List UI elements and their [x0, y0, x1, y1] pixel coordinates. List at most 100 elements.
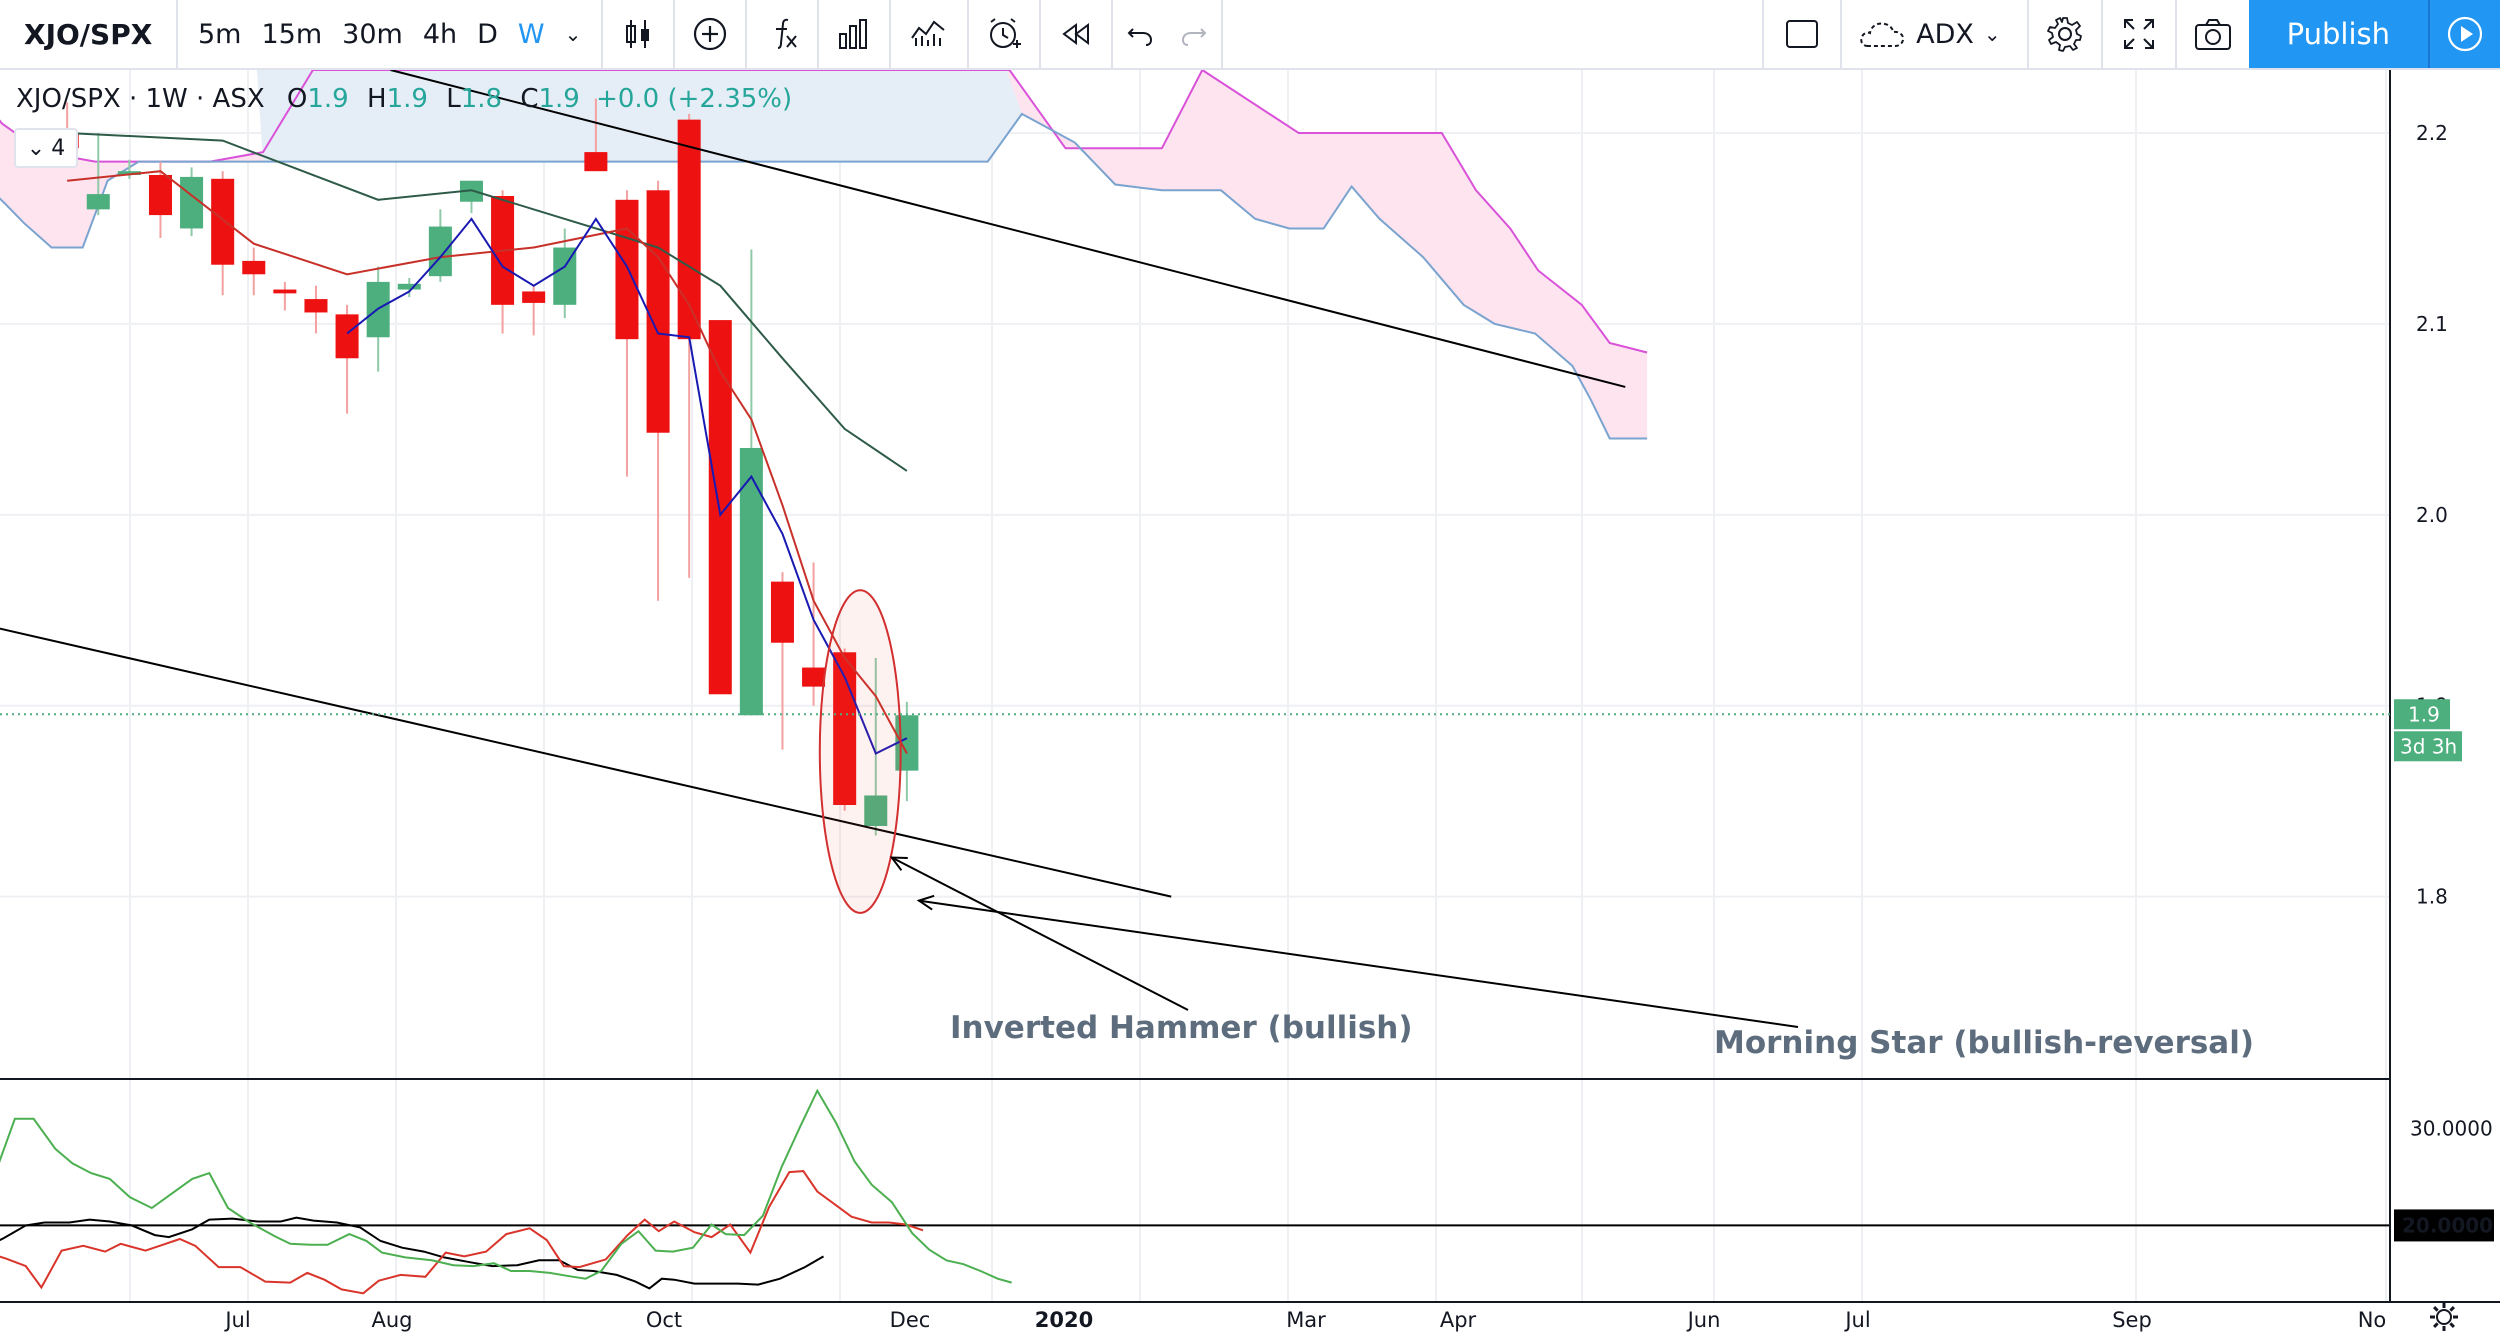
candle-down	[522, 291, 546, 303]
morning-star-annotation: Morning Star (bullish-reversal)	[1714, 1025, 2254, 1061]
chevron-down-icon: ⌄	[26, 135, 46, 161]
indicator-count: 4	[51, 135, 66, 161]
legend-high-label: H	[367, 84, 387, 114]
interval-chevron-down-icon[interactable]: ⌄	[564, 22, 582, 46]
price-axis[interactable]: 1.8 1.9 2.0 2.1 2.2 1.9 3d 3h 30.0000 20.0000	[0, 70, 2494, 1302]
rectangle-icon[interactable]	[1762, 0, 1843, 68]
inverted-hammer-annotation: Inverted Hammer (bullish)	[950, 1010, 1413, 1046]
publish-button[interactable]: Publish	[2248, 0, 2428, 68]
time-tick-label: Sep	[2112, 1308, 2152, 1332]
candle-down	[677, 119, 701, 340]
adx-series-line-2	[0, 1088, 1012, 1284]
time-tick-label: Mar	[1286, 1308, 1326, 1332]
ema-slow-line	[67, 132, 908, 472]
alarm-icon[interactable]	[969, 0, 1042, 68]
legend-low: 1.8	[460, 84, 503, 114]
time-tick-label: 2020	[1035, 1308, 1093, 1332]
settings-icon[interactable]	[2029, 0, 2103, 68]
morning-star-arrow[interactable]	[918, 899, 1799, 1028]
cloud-icon	[1860, 22, 1905, 47]
right-tools: ADX ⌄ Publish	[1762, 0, 2500, 68]
play-icon[interactable]	[2428, 0, 2500, 68]
price-tick-label: 2.1	[2416, 312, 2448, 336]
candle-down	[646, 190, 670, 433]
indicators-bar-icon[interactable]	[819, 0, 892, 68]
moving-averages	[67, 132, 908, 755]
candles-icon[interactable]	[603, 0, 676, 68]
candle-up	[117, 171, 141, 175]
replay-icon[interactable]	[1041, 0, 1114, 68]
legend-open: 1.9	[307, 84, 349, 114]
countdown-badge: 3d 3h	[2400, 734, 2457, 758]
candle-down	[148, 175, 172, 216]
settings-gear-tooth	[2433, 1306, 2439, 1312]
settings-gear-tooth	[2433, 1322, 2439, 1328]
price-tick-label: 2.0	[2416, 503, 2448, 527]
adx-tick-label: 30.0000	[2410, 1116, 2493, 1140]
add-circle-icon[interactable]	[675, 0, 748, 68]
candle-up	[397, 283, 421, 290]
candle-up	[864, 795, 888, 826]
legend-change: +0.0 (+2.35%)	[596, 84, 793, 114]
candle-down	[708, 320, 732, 695]
legend-close-label: C	[520, 84, 539, 114]
inverted-hammer-arrow[interactable]	[891, 856, 1189, 1011]
time-tick-label: Aug	[371, 1308, 412, 1332]
price-badge-bg	[2394, 699, 2450, 730]
undo-icon[interactable]	[1113, 0, 1167, 68]
time-tick-label: Apr	[1440, 1308, 1477, 1332]
morning-star-highlight-ellipse[interactable]	[818, 589, 902, 914]
ema-mid-line	[67, 170, 908, 754]
grid-lines	[0, 70, 2390, 1302]
indicator-template[interactable]: ADX ⌄	[1842, 0, 2029, 68]
trendline[interactable]	[0, 620, 1172, 898]
candle-down	[770, 581, 794, 643]
countdown-badge-bg	[2394, 731, 2462, 762]
candlesticks	[55, 98, 919, 836]
fullscreen-icon[interactable]	[2103, 0, 2177, 68]
interval-5m[interactable]: 5m	[198, 18, 242, 50]
price-badge: 1.9	[2408, 702, 2440, 726]
interval-15m[interactable]: 15m	[261, 18, 323, 50]
inverted-hammer-arrow-head	[889, 856, 908, 871]
legend-title: XJO/SPX · 1W · ASX	[16, 84, 265, 114]
legend-close: 1.9	[538, 84, 580, 114]
compare-icon[interactable]	[891, 0, 970, 68]
indicator-chevron-down-icon[interactable]: ⌄	[1983, 22, 2001, 46]
series-legend: XJO/SPX · 1W · ASX O1.9 H1.9 L1.8 C1.9 +…	[16, 84, 792, 114]
time-axis[interactable]: Jul Aug Oct Dec 2020 Mar Apr Jun Jul Sep No	[0, 1301, 2500, 1332]
interval-d[interactable]: D	[477, 18, 498, 50]
candle-down	[242, 260, 266, 275]
legend-high: 1.9	[386, 84, 428, 114]
fx-icon[interactable]	[747, 0, 820, 68]
ema-fast-line	[346, 217, 908, 755]
top-toolbar: XJO/SPX 5m 15m 30m 4h D W ⌄ A	[0, 0, 2500, 70]
indicator-label: ADX	[1916, 18, 1974, 50]
time-tick-label: Oct	[646, 1308, 682, 1332]
adx-level-badge: 20.0000	[2402, 1213, 2493, 1237]
time-tick-label: Dec	[890, 1308, 931, 1332]
adx-series-line-0	[0, 1216, 824, 1290]
symbol-search[interactable]: XJO/SPX	[0, 0, 178, 68]
adx-series-line-1	[0, 1170, 924, 1295]
legend-low-label: L	[446, 84, 461, 114]
camera-icon[interactable]	[2177, 0, 2249, 68]
candle-down	[802, 667, 826, 687]
settings-icon[interactable]	[2430, 1303, 2458, 1331]
interval-4h[interactable]: 4h	[422, 18, 458, 50]
candle-down	[273, 289, 297, 294]
time-tick-label: No	[2358, 1308, 2387, 1332]
adx-level-badge-bg	[2394, 1209, 2494, 1242]
candle-up	[86, 194, 110, 210]
price-tick-label: 2.2	[2416, 121, 2448, 145]
candle-down	[211, 178, 235, 265]
interval-30m[interactable]: 30m	[342, 18, 403, 50]
trendline[interactable]	[390, 69, 1626, 388]
interval-w[interactable]: W	[517, 18, 545, 50]
legend-collapse-button[interactable]: ⌄ 4	[14, 128, 78, 168]
cloud-fill-bearish	[0, 70, 1648, 439]
candle-up	[739, 448, 763, 716]
redo-icon[interactable]	[1167, 0, 1224, 68]
trendlines[interactable]	[0, 69, 1799, 1028]
